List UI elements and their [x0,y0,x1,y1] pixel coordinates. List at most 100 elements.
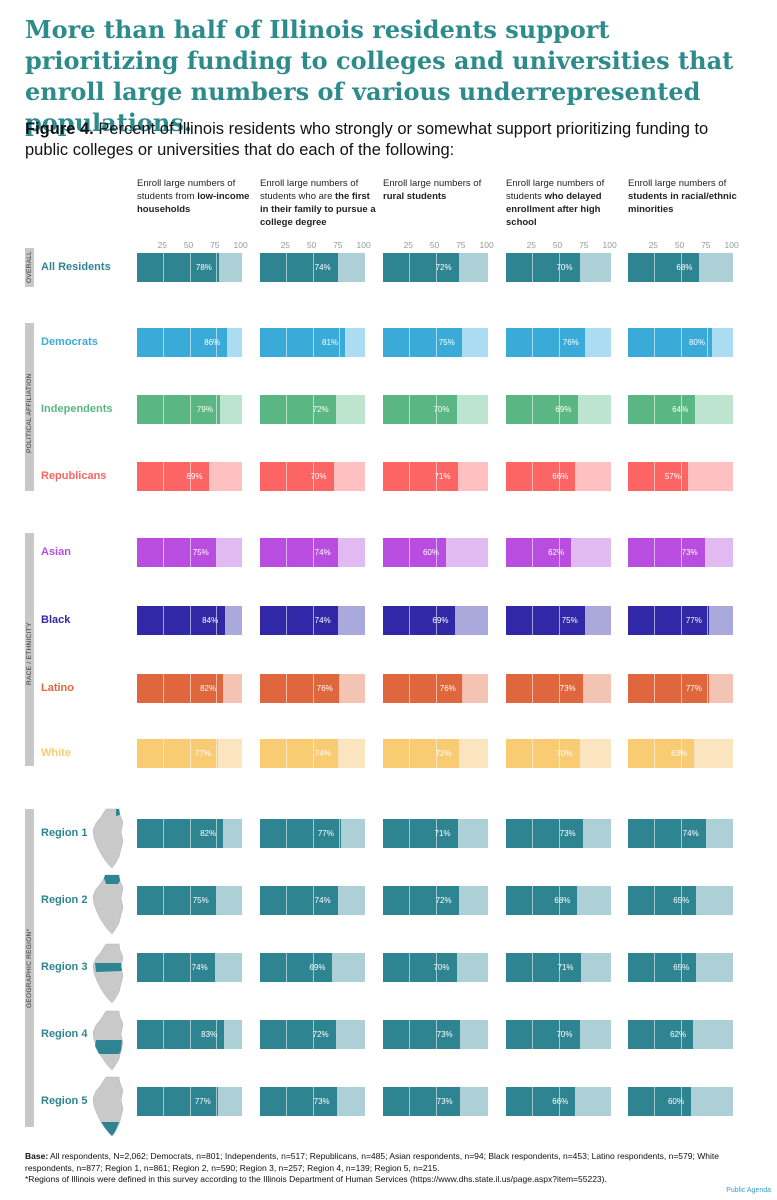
gridline [286,538,288,567]
axis-tick-label: 25 [280,240,291,250]
group-label: POLITICAL AFFILIATION [26,373,33,454]
gridline [409,395,411,424]
column-header-1: Enroll large numbers of students from lo… [137,177,255,216]
bar-remainder [693,1020,733,1049]
group-bar [25,809,34,1127]
bar-value-label: 76% [562,338,579,347]
gridline [163,328,165,357]
row-label: Region 4 [41,1028,88,1040]
gridline [532,953,534,982]
bar-remainder [214,953,242,982]
gridline [409,462,411,491]
gridline [584,328,586,357]
bar-fill [260,328,346,357]
bar-fill [137,253,219,282]
region-map-icon [92,808,124,869]
gridline [163,1020,165,1049]
base-footnote: *Regions of Illinois were defined in thi… [25,1174,607,1184]
axis-tick-label: 100 [356,240,371,250]
gridline [312,819,314,848]
gridline [163,538,165,567]
bar-fill [506,819,583,848]
bar-remainder [582,674,611,703]
bar-cell: 77% [628,606,733,635]
gridline [680,1020,682,1049]
gridline [680,328,682,357]
gridline [189,395,191,424]
bar-fill [383,739,459,768]
gridline [558,886,560,915]
gridline [189,538,191,567]
bar-value-label: 72% [312,405,329,414]
gridline [532,462,534,491]
bar-remainder [458,886,488,915]
bar-remainder [215,886,242,915]
bar-cell: 75% [137,538,242,567]
gridline [163,606,165,635]
bar-remainder [457,462,488,491]
bar-value-label: 77% [685,684,702,693]
bar-value-label: 73% [681,548,698,557]
gridline [654,953,656,982]
gridline [654,253,656,282]
gridline [409,953,411,982]
bar-cell: 74% [137,953,242,982]
bar-cell: 78% [137,253,242,282]
bar-cell: 73% [628,538,733,567]
gridline [189,819,191,848]
row-label: Region 1 [41,827,88,839]
bar-value-label: 75% [192,896,209,905]
row-label: Independents [41,403,113,415]
gridline [654,1020,656,1049]
bar-value-label: 76% [316,684,333,693]
bar-fill [260,462,334,491]
bar-cell: 66% [506,462,611,491]
gridline [409,674,411,703]
bar-value-label: 77% [685,616,702,625]
bar-fill [260,819,341,848]
bar-remainder [457,819,488,848]
bar-fill [628,953,697,982]
gridline [312,1020,314,1049]
gridline [680,395,682,424]
bar-remainder [696,953,733,982]
bar-cell: 77% [260,819,365,848]
bar-cell: 75% [506,606,611,635]
axis-tick-label: 50 [674,240,685,250]
column-header-text: Enroll large numbers of students who are [260,178,359,202]
bar-remainder [582,819,611,848]
bar-value-label: 77% [194,749,211,758]
bar-fill [383,1087,460,1116]
axis-tick-label: 75 [210,240,220,250]
bar-cell: 76% [506,328,611,357]
region-map-icon [92,1010,124,1071]
bar-cell: 76% [260,674,365,703]
gridline [312,1087,314,1116]
gridline [338,819,340,848]
chart-title: More than half of Illinois residents sup… [25,15,734,137]
gridline [435,674,437,703]
bar-remainder [336,1087,365,1116]
bar-fill [383,328,462,357]
gridline [532,674,534,703]
axis-tick-label: 50 [306,240,317,250]
bar-cell: 69% [506,395,611,424]
gridline [532,328,534,357]
bar-remainder [340,819,365,848]
bar-remainder [458,739,488,768]
bar-remainder [339,674,365,703]
bar-fill [506,395,579,424]
column-header-text: Enroll large numbers of students [506,178,605,202]
bar-remainder [578,395,611,424]
bar-value-label: 86% [204,338,221,347]
bar-cell: 74% [260,538,365,567]
gridline [189,953,191,982]
bar-value-label: 74% [314,749,331,758]
bar-fill [260,395,336,424]
axis-1: 25 50 75 100 [137,240,248,252]
gridline [558,953,560,982]
gridline [189,1087,191,1116]
gridline [189,606,191,635]
bar-fill [260,953,333,982]
gridline [215,1020,217,1049]
